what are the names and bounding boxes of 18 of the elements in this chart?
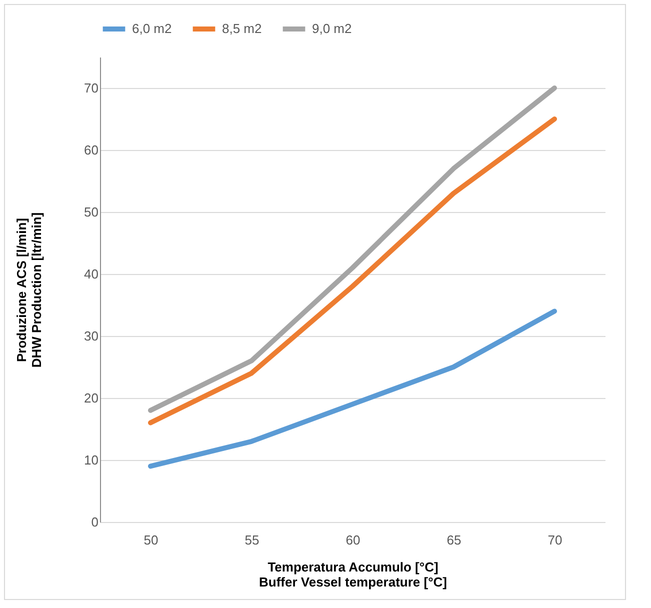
y-tick-label: 10 — [84, 452, 98, 468]
y-tick-label: 60 — [84, 142, 98, 158]
x-axis-title: Temperatura Accumulo [°C] Buffer Vessel temperature [°C] — [259, 560, 447, 590]
y-tick-label: 70 — [84, 80, 98, 96]
x-tick-label: 65 — [446, 532, 462, 548]
y-tick-label: 40 — [84, 266, 98, 282]
legend-label: 9,0 m2 — [312, 21, 352, 36]
x-tick-label: 70 — [548, 532, 562, 548]
y-tick-label: 20 — [84, 390, 98, 406]
x-tick-label: 60 — [346, 532, 360, 548]
y-tick-label: 30 — [84, 328, 98, 344]
legend-label: 6,0 m2 — [132, 21, 172, 36]
legend-label: 8,5 m2 — [222, 21, 262, 36]
y-axis-title: Produzione ACS [l/min] DHW Production [ltr/min] — [14, 212, 44, 368]
x-tick-label: 55 — [244, 532, 260, 548]
x-tick-label: 50 — [144, 532, 158, 548]
y-tick-label: 50 — [84, 204, 98, 220]
y-tick-label: 0 — [91, 514, 98, 530]
